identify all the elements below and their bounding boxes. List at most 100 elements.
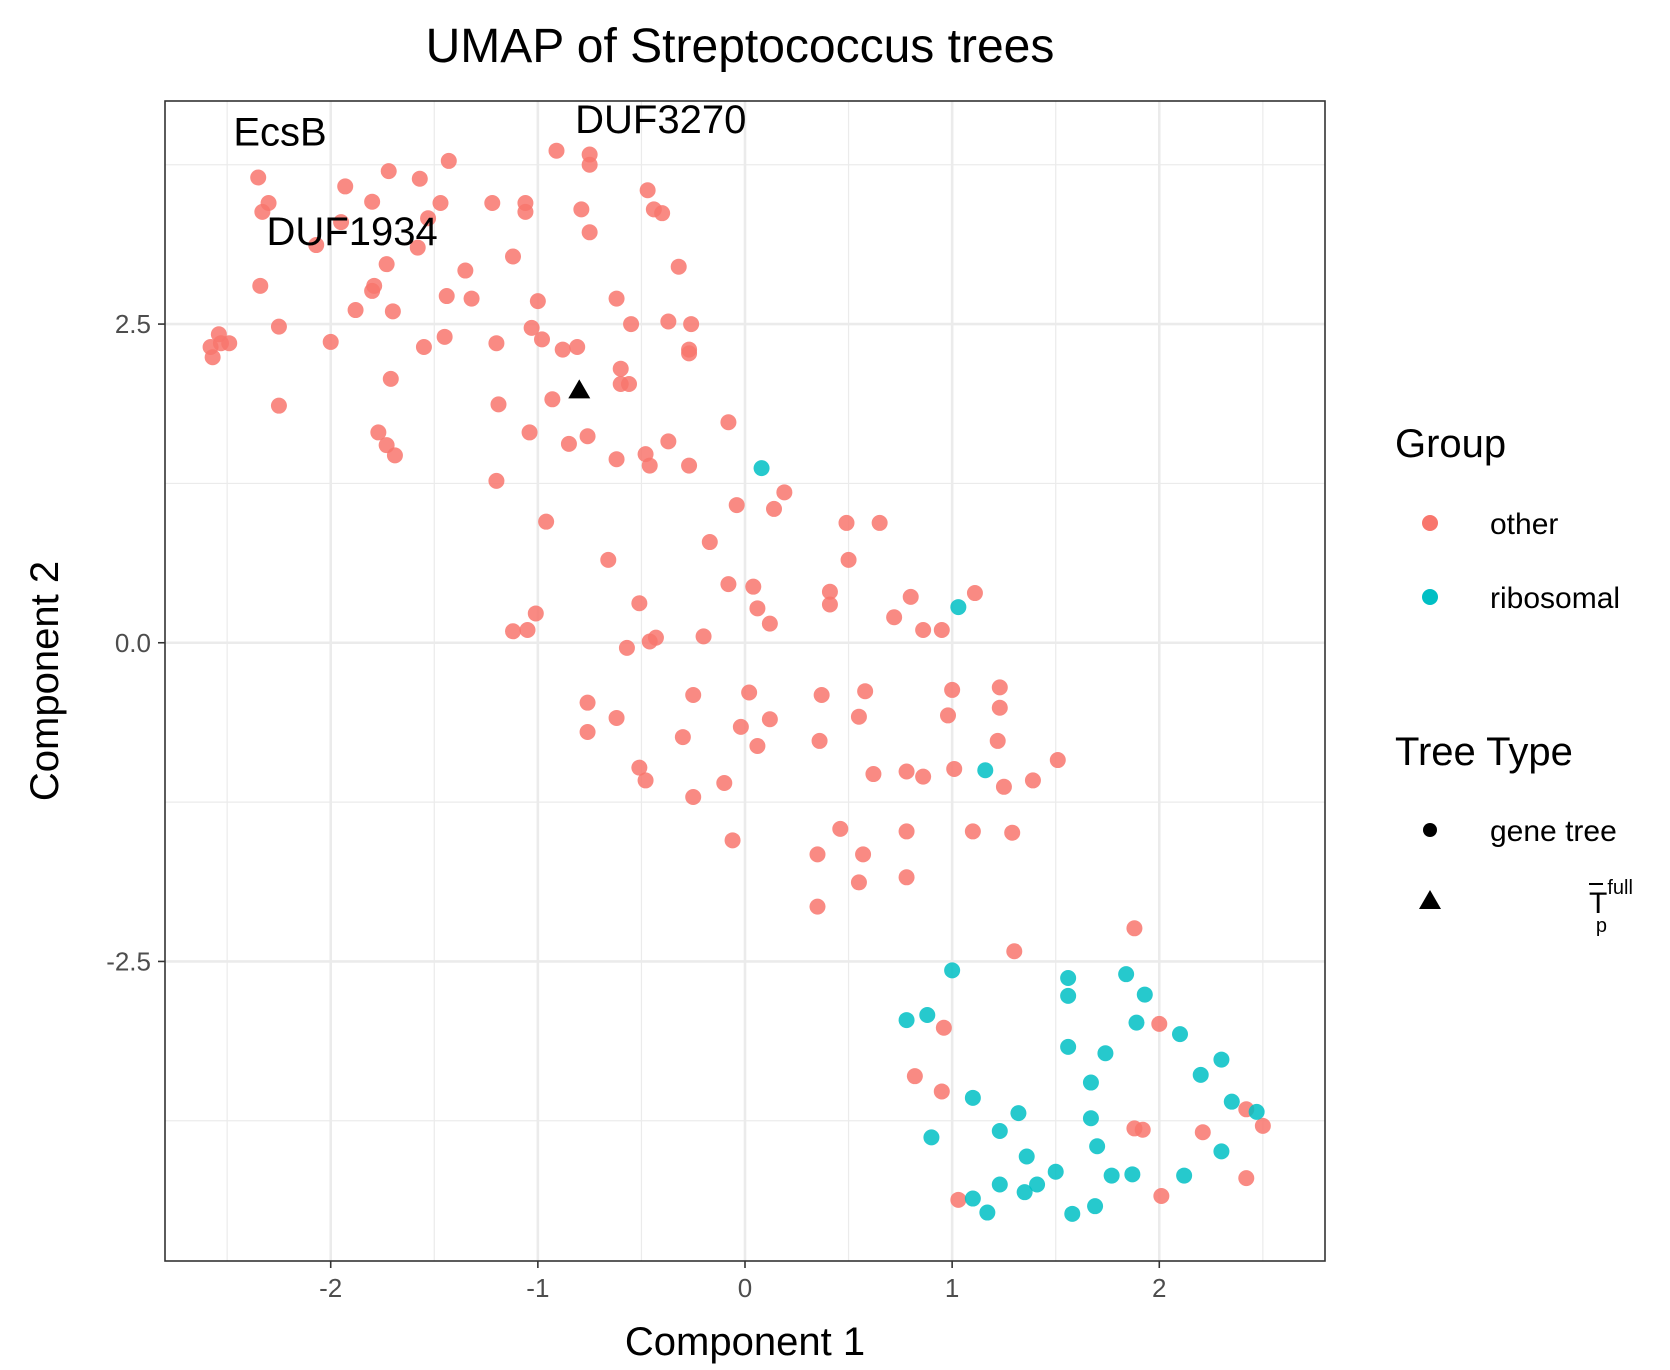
point-other — [857, 683, 874, 700]
point-other — [660, 313, 677, 330]
point-other — [1024, 772, 1041, 789]
point-other — [1238, 1170, 1255, 1187]
point-other — [579, 723, 596, 740]
point-other — [776, 484, 793, 501]
point-ribosomal — [979, 1204, 996, 1221]
point-other — [600, 551, 617, 568]
point-other — [608, 709, 625, 726]
point-other — [647, 629, 664, 646]
point-ribosomal — [1118, 966, 1135, 983]
point-other — [254, 203, 271, 220]
point-other — [670, 258, 687, 275]
point-other — [440, 152, 457, 169]
point-other — [821, 596, 838, 613]
legend-label-gene-tree: gene tree — [1490, 815, 1617, 848]
point-other — [631, 595, 648, 612]
point-ribosomal — [1016, 1184, 1033, 1201]
point-other — [950, 1191, 967, 1208]
point-ribosomal — [1029, 1176, 1046, 1193]
point-other — [933, 1083, 950, 1100]
point-other — [517, 203, 534, 220]
point-other — [386, 447, 403, 464]
point-other — [438, 288, 455, 305]
point-t-full-p-triangle — [568, 379, 591, 399]
legend-tree-type-title: Tree Type — [1395, 730, 1573, 774]
point-other — [811, 732, 828, 749]
point-ribosomal — [977, 762, 994, 779]
legend-label-ribosomal: ribosomal — [1490, 582, 1620, 615]
point-other — [991, 679, 1008, 696]
annotation-duf3270: DUF3270 — [575, 98, 746, 142]
point-other — [523, 319, 540, 336]
point-ribosomal — [1082, 1110, 1099, 1127]
point-ribosomal — [1136, 986, 1153, 1003]
point-other — [685, 687, 702, 704]
point-other — [695, 628, 712, 645]
data-points — [202, 142, 1271, 1222]
point-other — [581, 224, 598, 241]
y-axis-title: Component 2 — [23, 561, 67, 801]
point-other — [544, 391, 561, 408]
point-other — [1126, 920, 1143, 937]
point-other — [838, 514, 855, 531]
point-other — [457, 262, 474, 279]
y-axis: 2.5 0.0 -2.5 — [106, 309, 165, 976]
point-other — [850, 874, 867, 891]
point-other — [944, 681, 961, 698]
point-other — [415, 339, 432, 356]
grid-major — [165, 101, 1325, 1261]
point-other — [548, 142, 565, 159]
point-other — [1153, 1187, 1170, 1204]
point-other — [660, 433, 677, 450]
point-ribosomal — [923, 1129, 940, 1146]
annotation-duf1934: DUF1934 — [267, 210, 438, 254]
point-other — [270, 397, 287, 414]
point-other — [761, 615, 778, 632]
point-other — [701, 534, 718, 551]
point-ribosomal — [1172, 1026, 1188, 1043]
point-other — [915, 768, 932, 785]
point-other — [252, 277, 269, 294]
point-other — [621, 375, 637, 392]
point-other — [933, 622, 950, 639]
point-other — [534, 331, 550, 348]
point-other — [378, 256, 395, 273]
legend-label-other: other — [1490, 508, 1558, 541]
point-other — [370, 424, 387, 441]
point-other — [420, 210, 437, 227]
x-tick-label: -2 — [319, 1273, 342, 1303]
point-other — [554, 341, 571, 358]
point-other — [809, 898, 826, 915]
point-other — [832, 820, 849, 837]
legend-key-other — [1422, 515, 1438, 531]
point-ribosomal — [1213, 1051, 1230, 1068]
point-ribosomal — [1060, 970, 1077, 987]
point-ribosomal — [753, 460, 770, 477]
point-other — [463, 290, 480, 307]
point-ribosomal — [1060, 987, 1077, 1004]
x-axis-title: Component 1 — [625, 1320, 865, 1364]
point-ribosomal — [950, 599, 967, 616]
point-other — [484, 194, 501, 211]
point-other — [436, 328, 453, 345]
point-other — [745, 578, 762, 595]
point-other — [995, 778, 1012, 795]
point-other — [612, 360, 629, 377]
point-ribosomal — [1223, 1093, 1240, 1110]
point-ribosomal — [1176, 1167, 1193, 1184]
point-other — [732, 718, 749, 735]
x-tick-label: 0 — [738, 1273, 752, 1303]
point-other — [683, 316, 700, 333]
point-other — [685, 789, 702, 805]
point-other — [728, 497, 745, 514]
point-other — [490, 396, 507, 413]
point-other — [505, 248, 521, 265]
point-other — [637, 772, 654, 789]
point-ribosomal — [1060, 1038, 1077, 1055]
point-other — [898, 763, 915, 780]
point-other — [322, 333, 339, 350]
point-other — [250, 169, 267, 186]
point-other — [527, 605, 544, 622]
point-other — [639, 182, 656, 199]
legend-group-title: Group — [1395, 422, 1506, 466]
